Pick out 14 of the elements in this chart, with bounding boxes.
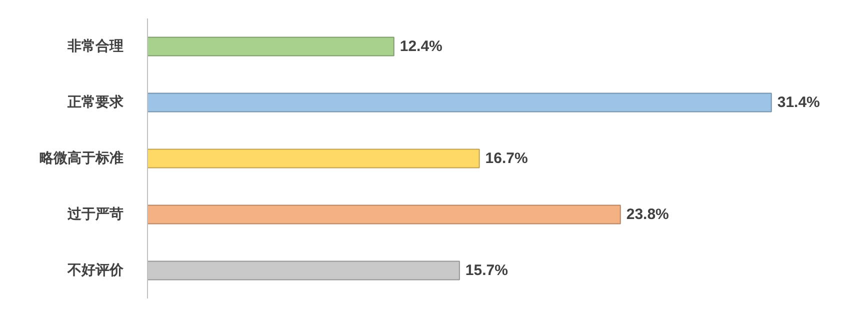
bar	[148, 204, 621, 224]
y-tick-label: 非常合理	[66, 38, 124, 54]
y-tick-label: 略微高于标准	[40, 150, 124, 166]
bar	[148, 148, 480, 168]
data-label: 12.4%	[400, 38, 442, 55]
data-label: 23.8%	[626, 206, 669, 223]
y-tick-label: 过于严苛	[66, 206, 124, 222]
data-label: 31.4%	[777, 94, 820, 111]
y-tick-label: 正常要求	[66, 94, 124, 110]
y-tick-label: 不好评价	[66, 262, 124, 278]
data-label: 15.7%	[465, 262, 508, 279]
bar	[148, 92, 772, 112]
bar	[148, 36, 394, 56]
data-label: 16.7%	[485, 150, 528, 167]
